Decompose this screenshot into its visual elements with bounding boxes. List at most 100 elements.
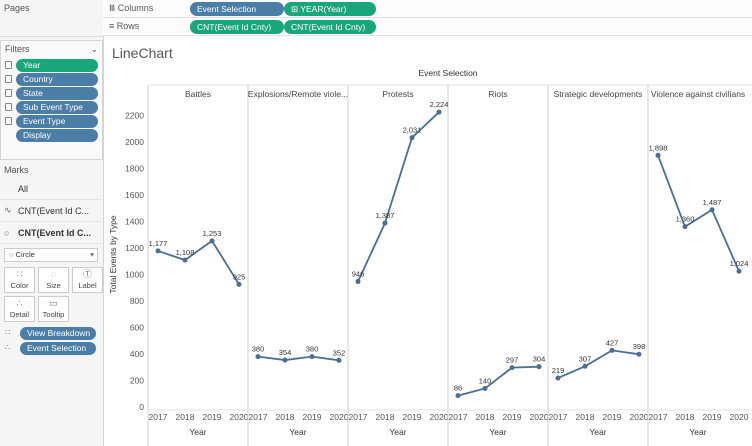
panel-header: Protests <box>382 89 413 99</box>
filter-pill-country[interactable]: Country <box>16 73 98 86</box>
data-label: 140 <box>479 376 492 385</box>
x-tick-label: 2019 <box>703 412 722 422</box>
mark-type-value: Circle <box>15 250 35 259</box>
y-tick-label: 2200 <box>125 110 144 120</box>
panel-header: Riots <box>488 89 507 99</box>
rows-shelf[interactable]: ≡ Rows CNT(Event Id Cnty) CNT(Event Id C… <box>103 18 752 36</box>
columns-label: Columns <box>117 3 154 13</box>
x-tick-label: 2019 <box>503 412 522 422</box>
data-point <box>155 248 161 254</box>
data-label: 427 <box>606 338 619 347</box>
data-label: 2,031 <box>403 126 422 135</box>
y-tick-label: 1200 <box>125 243 144 253</box>
columns-shelf[interactable]: Ⅲ Columns Event Selection ⊞ YEAR(Year) <box>103 0 752 18</box>
chevron-down-icon[interactable]: ⌄ <box>90 44 98 54</box>
filter-pill-sub-event-type[interactable]: Sub Event Type <box>16 101 98 114</box>
data-point <box>482 385 488 391</box>
data-label: 398 <box>633 342 646 351</box>
size-button-label: Size <box>46 281 61 290</box>
data-label: 86 <box>454 384 462 393</box>
mark-type-dropdown[interactable]: ○ Circle ▾ <box>4 248 98 262</box>
data-point <box>655 152 661 158</box>
size-button[interactable]: ◌ Size <box>38 267 69 293</box>
detail-button-label: Detail <box>9 310 30 319</box>
data-point <box>236 281 242 287</box>
x-axis-title: Year <box>289 427 306 437</box>
data-point <box>455 393 461 399</box>
pages-label: Pages <box>4 3 30 13</box>
filter-pill-display[interactable]: Display <box>16 129 98 142</box>
panel-header: Explosions/Remote viole... <box>248 89 348 99</box>
column-header-title: Event Selection <box>418 68 477 78</box>
color-icon: ∷ <box>5 328 11 337</box>
filter-pill-event-type[interactable]: Event Type <box>16 115 98 128</box>
columns-pill-year[interactable]: ⊞ YEAR(Year) <box>284 2 376 16</box>
x-tick-label: 2017 <box>149 412 168 422</box>
data-label: 307 <box>579 354 592 363</box>
x-tick-label: 2020 <box>330 412 349 422</box>
series-line <box>357 111 440 282</box>
x-tick-label: 2017 <box>249 412 268 422</box>
tooltip-button-label: Tooltip <box>42 310 65 319</box>
marks-tab-label: All <box>18 183 29 194</box>
detail-button[interactable]: ∴ Detail <box>4 296 35 322</box>
data-point <box>209 238 215 244</box>
x-tick-label: 2018 <box>676 412 695 422</box>
label-button-label: Label <box>78 281 97 290</box>
panel-header: Strategic developments <box>554 89 643 99</box>
data-point <box>555 375 561 381</box>
data-point <box>682 224 688 230</box>
rows-icon: ≡ <box>109 21 117 31</box>
x-tick-label: 2018 <box>276 412 295 422</box>
data-point <box>309 354 315 360</box>
filters-shelf[interactable]: Filters ⌄ Year Country State Sub Event T… <box>0 40 103 160</box>
data-point <box>509 365 515 371</box>
y-axis-title: Total Events by Type <box>108 215 118 294</box>
tooltip-button[interactable]: ▭ Tooltip <box>38 296 69 322</box>
y-tick-label: 1600 <box>125 190 144 200</box>
x-tick-label: 2018 <box>376 412 395 422</box>
data-label: 1,487 <box>703 198 722 207</box>
x-tick-label: 2020 <box>430 412 449 422</box>
data-point <box>182 257 188 263</box>
filter-pill-year[interactable]: Year <box>16 59 98 72</box>
rows-pill-cnt-2[interactable]: CNT(Event Id Cnty) <box>284 20 376 34</box>
sheet-title: LineChart <box>112 45 173 61</box>
color-button[interactable]: ∷ Color <box>4 267 35 293</box>
x-tick-label: 2017 <box>449 412 468 422</box>
columns-pill-event-selection[interactable]: Event Selection <box>190 2 284 16</box>
rows-pill-cnt-1[interactable]: CNT(Event Id Cnty) <box>190 20 284 34</box>
filter-icon <box>5 103 12 111</box>
columns-icon: Ⅲ <box>109 3 118 13</box>
view-breakdown-pill[interactable]: View Breakdown <box>20 327 96 340</box>
y-tick-label: 1400 <box>125 216 144 226</box>
filter-pill-state[interactable]: State <box>16 87 98 100</box>
line-chart: Event Selection Total Events by Type 0 200 4… <box>108 68 752 446</box>
data-point <box>536 364 542 370</box>
x-axis-title: Year <box>389 427 406 437</box>
data-label: 946 <box>352 270 365 279</box>
series-line <box>157 239 240 285</box>
x-tick-label: 2020 <box>230 412 249 422</box>
series-line <box>257 355 340 362</box>
x-tick-label: 2017 <box>349 412 368 422</box>
rows-label: Rows <box>116 21 140 31</box>
x-tick-label: 2019 <box>403 412 422 422</box>
data-point <box>709 207 715 213</box>
x-axis-title: Year <box>589 427 606 437</box>
pages-shelf[interactable]: Pages <box>0 0 103 37</box>
y-tick-label: 1800 <box>125 163 144 173</box>
event-selection-pill[interactable]: Event Selection <box>20 342 96 355</box>
marks-tab-line[interactable]: ∿ CNT(Event Id C... <box>0 200 102 222</box>
x-tick-label: 2019 <box>203 412 222 422</box>
x-tick-label: 2018 <box>576 412 595 422</box>
marks-tab-circle[interactable]: ○ CNT(Event Id C... <box>0 222 102 244</box>
circle-icon: ○ <box>4 227 10 238</box>
data-point <box>409 135 415 141</box>
data-label: 925 <box>233 272 246 281</box>
data-label: 1,360 <box>676 215 695 224</box>
marks-tab-all[interactable]: All <box>0 178 102 200</box>
filter-icon <box>5 61 12 69</box>
panel-header: Battles <box>185 89 211 99</box>
label-button[interactable]: Ⓣ Label <box>72 267 103 293</box>
